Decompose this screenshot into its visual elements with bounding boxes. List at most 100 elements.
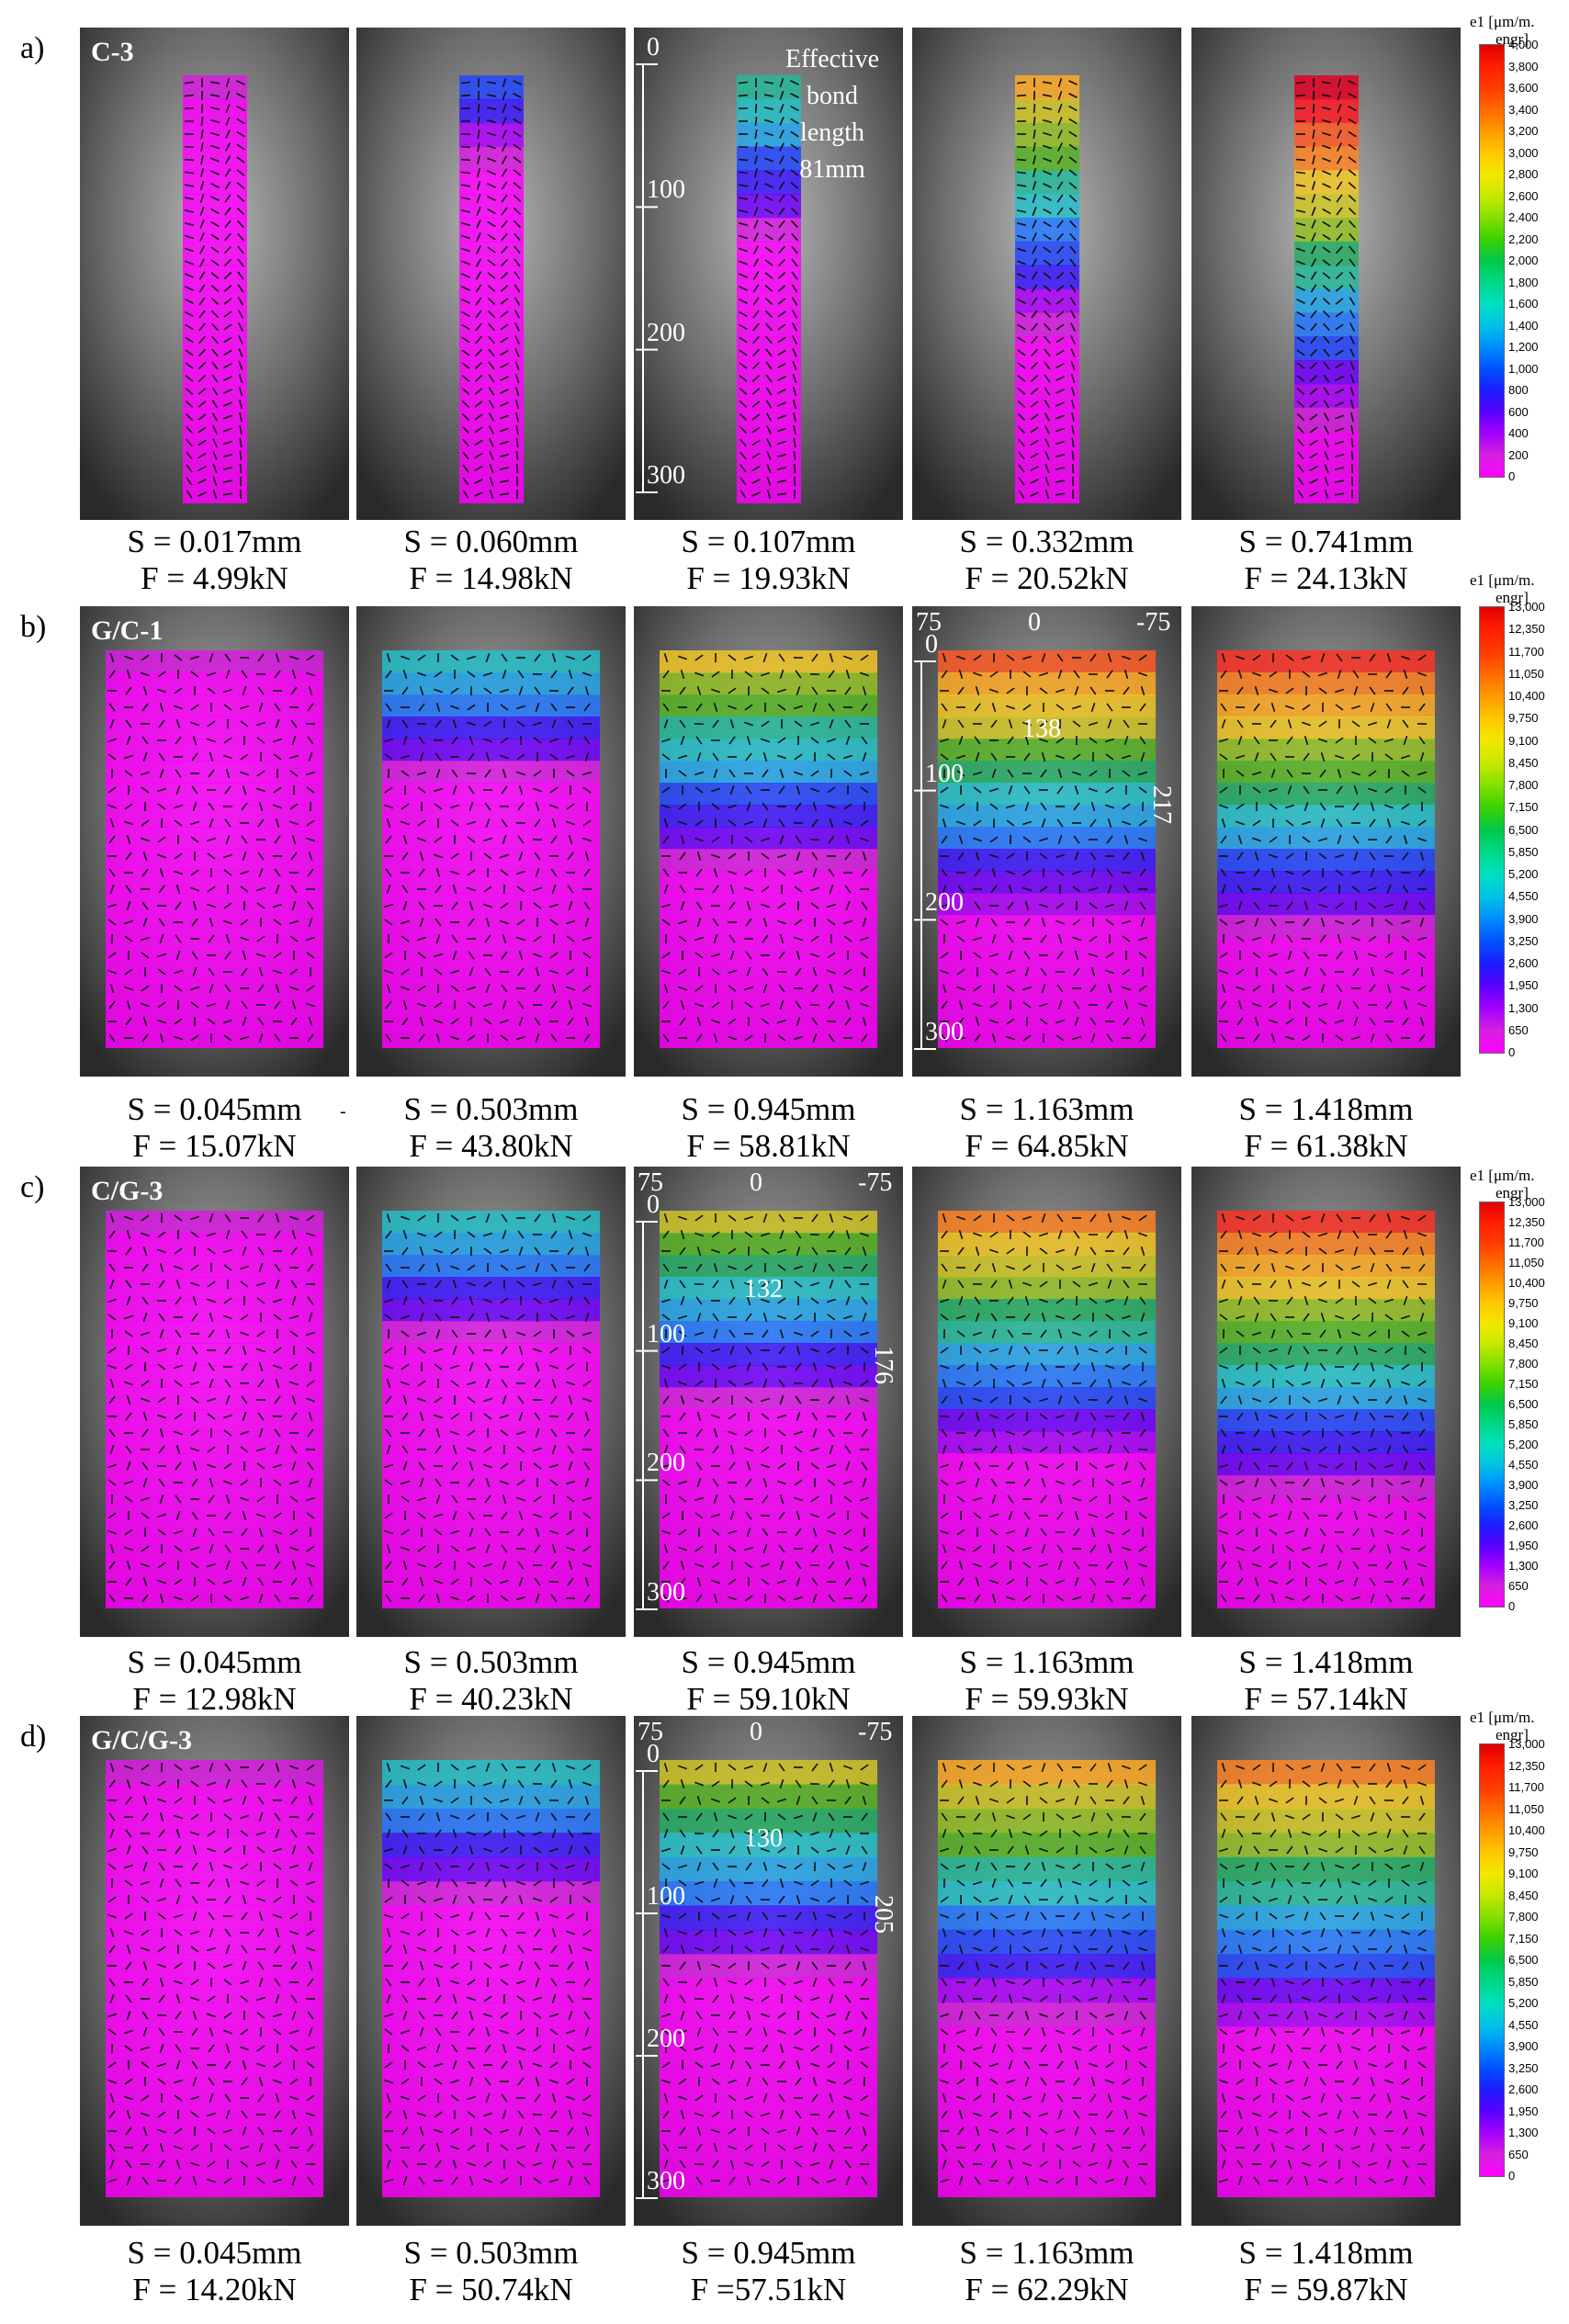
strain-band	[660, 871, 877, 894]
strain-band	[660, 2075, 877, 2101]
frame-caption: S = 1.418mm F = 59.87kN	[1173, 2235, 1479, 2308]
strain-band	[938, 1003, 1156, 1026]
strain-band	[382, 2075, 600, 2101]
frame-caption: S = 0.332mm F = 20.52kN	[894, 524, 1200, 597]
force-value: F = 62.29kN	[965, 2272, 1129, 2307]
strain-band	[459, 98, 524, 124]
strain-field-overlay	[938, 650, 1156, 1047]
strain-band	[382, 2099, 600, 2125]
strain-band	[660, 893, 877, 916]
strain-band	[660, 1277, 877, 1300]
strain-band	[382, 2172, 600, 2197]
strain-band	[1217, 981, 1435, 1004]
strain-band	[737, 122, 801, 148]
strain-band	[938, 1808, 1156, 1834]
strain-band	[106, 1541, 323, 1564]
force-value: F = 4.99kN	[141, 560, 288, 596]
strain-band	[1015, 146, 1079, 172]
force-value: F = 59.87kN	[1244, 2272, 1408, 2307]
strain-band	[660, 849, 877, 872]
strain-band	[1217, 2148, 1435, 2173]
dic-strain-panel	[80, 28, 349, 520]
frame-caption: S = 0.503mm F = 43.80kN	[338, 1091, 644, 1165]
colorbar-tick: 13,000	[1508, 1737, 1545, 1751]
scale-tick-label: 100	[647, 1319, 685, 1348]
strain-band	[938, 915, 1156, 938]
strain-band	[938, 672, 1156, 695]
strain-band	[106, 1409, 323, 1432]
colorbar-tick: 3,400	[1508, 102, 1539, 117]
scale-tick-label: 0	[647, 1740, 660, 1768]
slip-value: S = 0.107mm	[681, 524, 856, 559]
colorbar-tick: 9,750	[1508, 1845, 1539, 1859]
frame-caption: S = 0.045mm F = 12.98kN	[62, 1644, 367, 1718]
strain-band	[183, 360, 247, 385]
frame-caption: S = 0.741mm F = 24.13kN	[1173, 524, 1479, 597]
strain-band	[938, 805, 1156, 828]
strain-band	[1217, 1233, 1435, 1256]
dic-strain-panel	[1191, 28, 1461, 520]
strain-band	[382, 1211, 600, 1234]
strain-field-overlay	[660, 1211, 877, 1608]
colorbar-tick: 7,800	[1508, 1910, 1539, 1924]
force-value: F = 14.98kN	[409, 560, 573, 596]
strain-band	[382, 1541, 600, 1564]
row-label: d)	[20, 1720, 47, 1754]
dic-strain-panel	[634, 606, 903, 1077]
strain-band	[106, 1563, 323, 1586]
slip-value: S = 0.060mm	[403, 524, 579, 559]
strain-band	[660, 1343, 877, 1366]
strain-band	[1217, 672, 1435, 695]
vertical-scale	[636, 63, 658, 493]
slip-value: S = 1.418mm	[1238, 1644, 1414, 1680]
colorbar-tick: 10,400	[1508, 1276, 1545, 1290]
strain-band	[660, 1563, 877, 1586]
colorbar-tick: 8,450	[1508, 755, 1539, 770]
strain-band	[1015, 312, 1079, 338]
strain-band	[382, 959, 600, 982]
strain-band	[106, 2026, 323, 2052]
legend-title: e1 [μm/m.	[1470, 1167, 1535, 1184]
colorbar-tick: 2,600	[1508, 188, 1539, 203]
strain-band	[382, 1299, 600, 1322]
strain-band	[1217, 1954, 1435, 1980]
strain-band	[382, 650, 600, 673]
strain-band	[106, 2075, 323, 2101]
strain-band	[106, 805, 323, 828]
colorbar-tick: 12,350	[1508, 1215, 1545, 1229]
frame-caption: S = 0.945mm F = 58.81kN	[615, 1091, 921, 1165]
strain-field-overlay	[938, 1211, 1156, 1608]
colorbar-tick: 3,200	[1508, 124, 1539, 138]
dic-strain-panel	[356, 1167, 626, 1637]
strain-band	[382, 871, 600, 894]
colorbar-tick: 1,800	[1508, 275, 1539, 289]
colorbar-tick: 7,150	[1508, 1377, 1539, 1391]
strain-band	[1217, 1453, 1435, 1476]
colorbar-tick: 5,850	[1508, 1417, 1539, 1431]
strain-vectors	[660, 1762, 870, 2186]
colorbar	[1479, 44, 1505, 478]
strain-band	[737, 265, 801, 290]
strain-band	[382, 1563, 600, 1586]
strain-field-overlay	[106, 1211, 323, 1608]
strain-band	[938, 1453, 1156, 1476]
strain-field-overlay	[660, 650, 877, 1047]
strain-band	[1294, 407, 1359, 433]
strain-band	[106, 1321, 323, 1344]
colorbar-tick: 9,750	[1508, 711, 1539, 726]
row-label: c)	[20, 1170, 45, 1204]
strain-band	[106, 1905, 323, 1931]
strain-band	[382, 694, 600, 717]
strain-band	[106, 1519, 323, 1542]
strain-band	[938, 959, 1156, 982]
strain-band	[660, 2002, 877, 2028]
strain-band	[737, 146, 801, 172]
strain-band	[382, 1255, 600, 1278]
specimen-id: G/C-1	[91, 615, 164, 646]
colorbar-tick: 3,900	[1508, 911, 1539, 926]
strain-band	[382, 981, 600, 1004]
length-dimension: 176	[869, 1346, 897, 1384]
strain-vectors	[939, 652, 1148, 1044]
scale-tick-label: 100	[647, 1882, 685, 1911]
strain-band	[1217, 1585, 1435, 1608]
